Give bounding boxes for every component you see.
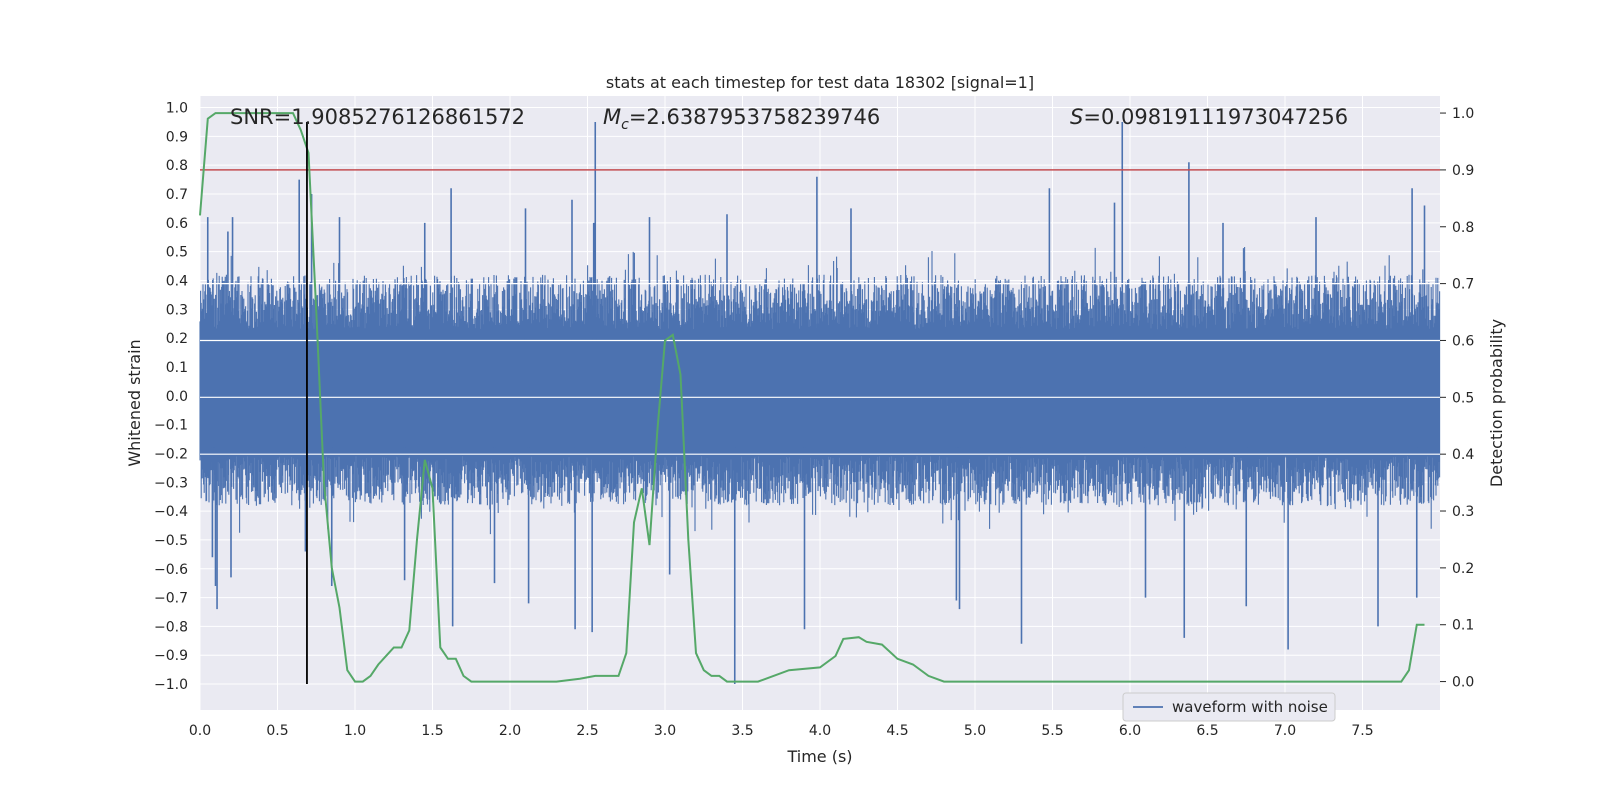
x-tick-label: 3.5 bbox=[731, 723, 753, 739]
y-tick-label-right: 0.1 bbox=[1452, 618, 1474, 634]
y-tick-label-left: −0.4 bbox=[154, 504, 188, 520]
probability-series bbox=[199, 112, 1425, 683]
y-tick-label-left: 0.2 bbox=[166, 331, 188, 347]
y-tick-label-left: −0.9 bbox=[154, 648, 188, 664]
y-tick-label-left: 0.6 bbox=[166, 216, 188, 232]
chirp-mass-annotation: Mc=2.6387953758239746 bbox=[603, 105, 880, 133]
left-axis-ticks: 1.0 0.9 0.8 0.7 0.6 0.5 0.4 0.3 0.2 0.1 0.0 −0.1 −0.… bbox=[154, 101, 188, 694]
y-tick-label-left: −0.1 bbox=[154, 418, 188, 434]
x-tick-label: 7.5 bbox=[1351, 723, 1373, 739]
y-tick-label-left: −0.8 bbox=[154, 619, 188, 635]
x-tick-label: 1.5 bbox=[421, 723, 443, 739]
x-axis-ticks: 0.0 0.5 1.0 1.5 2.0 2.5 3.0 3.5 4.0 4.5 5.0 5.5 6.0 6… bbox=[189, 723, 1374, 739]
y-tick-label-right: 0.7 bbox=[1452, 277, 1474, 293]
right-axis-label: Detection probability bbox=[1487, 319, 1506, 487]
y-tick-label-left: 1.0 bbox=[166, 101, 188, 117]
y-tick-label-left: −0.5 bbox=[154, 533, 188, 549]
x-tick-label: 5.5 bbox=[1041, 723, 1063, 739]
y-tick-label-left: −1.0 bbox=[154, 677, 188, 693]
x-tick-label: 2.5 bbox=[576, 723, 598, 739]
x-axis-label: Time (s) bbox=[786, 747, 852, 766]
left-axis-label: Whitened strain bbox=[125, 339, 144, 466]
x-tick-label: 5.0 bbox=[964, 723, 986, 739]
y-tick-label-left: 0.3 bbox=[166, 302, 188, 318]
y-tick-label-left: 0.1 bbox=[166, 360, 188, 376]
y-tick-label-left: −0.2 bbox=[154, 446, 188, 462]
y-tick-label-right: 0.5 bbox=[1452, 390, 1474, 406]
chirp-mass-symbol: M bbox=[603, 105, 621, 129]
legend: waveform with noise bbox=[1122, 692, 1336, 722]
y-tick-label-left: 0.0 bbox=[166, 389, 188, 405]
s-symbol: S bbox=[1070, 105, 1083, 129]
s-value: =0.09819111973047256 bbox=[1083, 105, 1348, 129]
y-tick-label-right: 0.0 bbox=[1452, 675, 1474, 691]
probability-line bbox=[199, 112, 1425, 683]
y-tick-label-left: 0.9 bbox=[166, 129, 188, 145]
x-tick-label: 6.0 bbox=[1119, 723, 1141, 739]
chirp-mass-value: =2.6387953758239746 bbox=[629, 105, 880, 129]
y-tick-label-left: 0.8 bbox=[166, 158, 188, 174]
y-tick-label-right: 1.0 bbox=[1452, 106, 1474, 122]
right-grid-lines bbox=[200, 283, 1440, 455]
y-tick-label-left: 0.4 bbox=[166, 273, 188, 289]
x-tick-label: 4.5 bbox=[886, 723, 908, 739]
strain-core-band bbox=[200, 338, 1440, 448]
legend-box bbox=[1122, 692, 1336, 722]
y-tick-label-right: 0.2 bbox=[1452, 561, 1474, 577]
x-tick-label: 2.0 bbox=[499, 723, 521, 739]
x-tick-label: 6.5 bbox=[1196, 723, 1218, 739]
x-tick-label: 0.0 bbox=[189, 723, 211, 739]
y-tick-label-right: 0.6 bbox=[1452, 333, 1474, 349]
x-tick-label: 3.0 bbox=[654, 723, 676, 739]
y-tick-label-left: 0.5 bbox=[166, 245, 188, 261]
snr-annotation: SNR=1.9085276126861572 bbox=[230, 105, 525, 129]
chirp-mass-subscript: c bbox=[621, 117, 629, 133]
x-tick-label: 0.5 bbox=[266, 723, 288, 739]
y-tick-label-left: −0.6 bbox=[154, 562, 188, 578]
x-tick-label: 1.0 bbox=[344, 723, 366, 739]
y-tick-label-right: 0.8 bbox=[1452, 220, 1474, 236]
right-axis-ticks: 1.0 0.9 0.8 0.7 0.6 0.5 0.4 0.3 0.2 0.1 0.0 bbox=[1440, 106, 1474, 691]
x-tick-label: 7.0 bbox=[1274, 723, 1296, 739]
y-tick-label-left: −0.7 bbox=[154, 591, 188, 607]
y-tick-label-right: 0.4 bbox=[1452, 447, 1474, 463]
chart-title: stats at each timestep for test data 183… bbox=[606, 73, 1034, 92]
y-tick-label-right: 0.3 bbox=[1452, 504, 1474, 520]
x-tick-label: 4.0 bbox=[809, 723, 831, 739]
strain-series bbox=[199, 121, 1441, 685]
y-tick-label-left: 0.7 bbox=[166, 187, 188, 203]
legend-label: waveform with noise bbox=[1172, 698, 1328, 716]
y-tick-label-right: 0.9 bbox=[1452, 163, 1474, 179]
s-annotation: S=0.09819111973047256 bbox=[1070, 105, 1348, 129]
y-tick-label-left: −0.3 bbox=[154, 475, 188, 491]
